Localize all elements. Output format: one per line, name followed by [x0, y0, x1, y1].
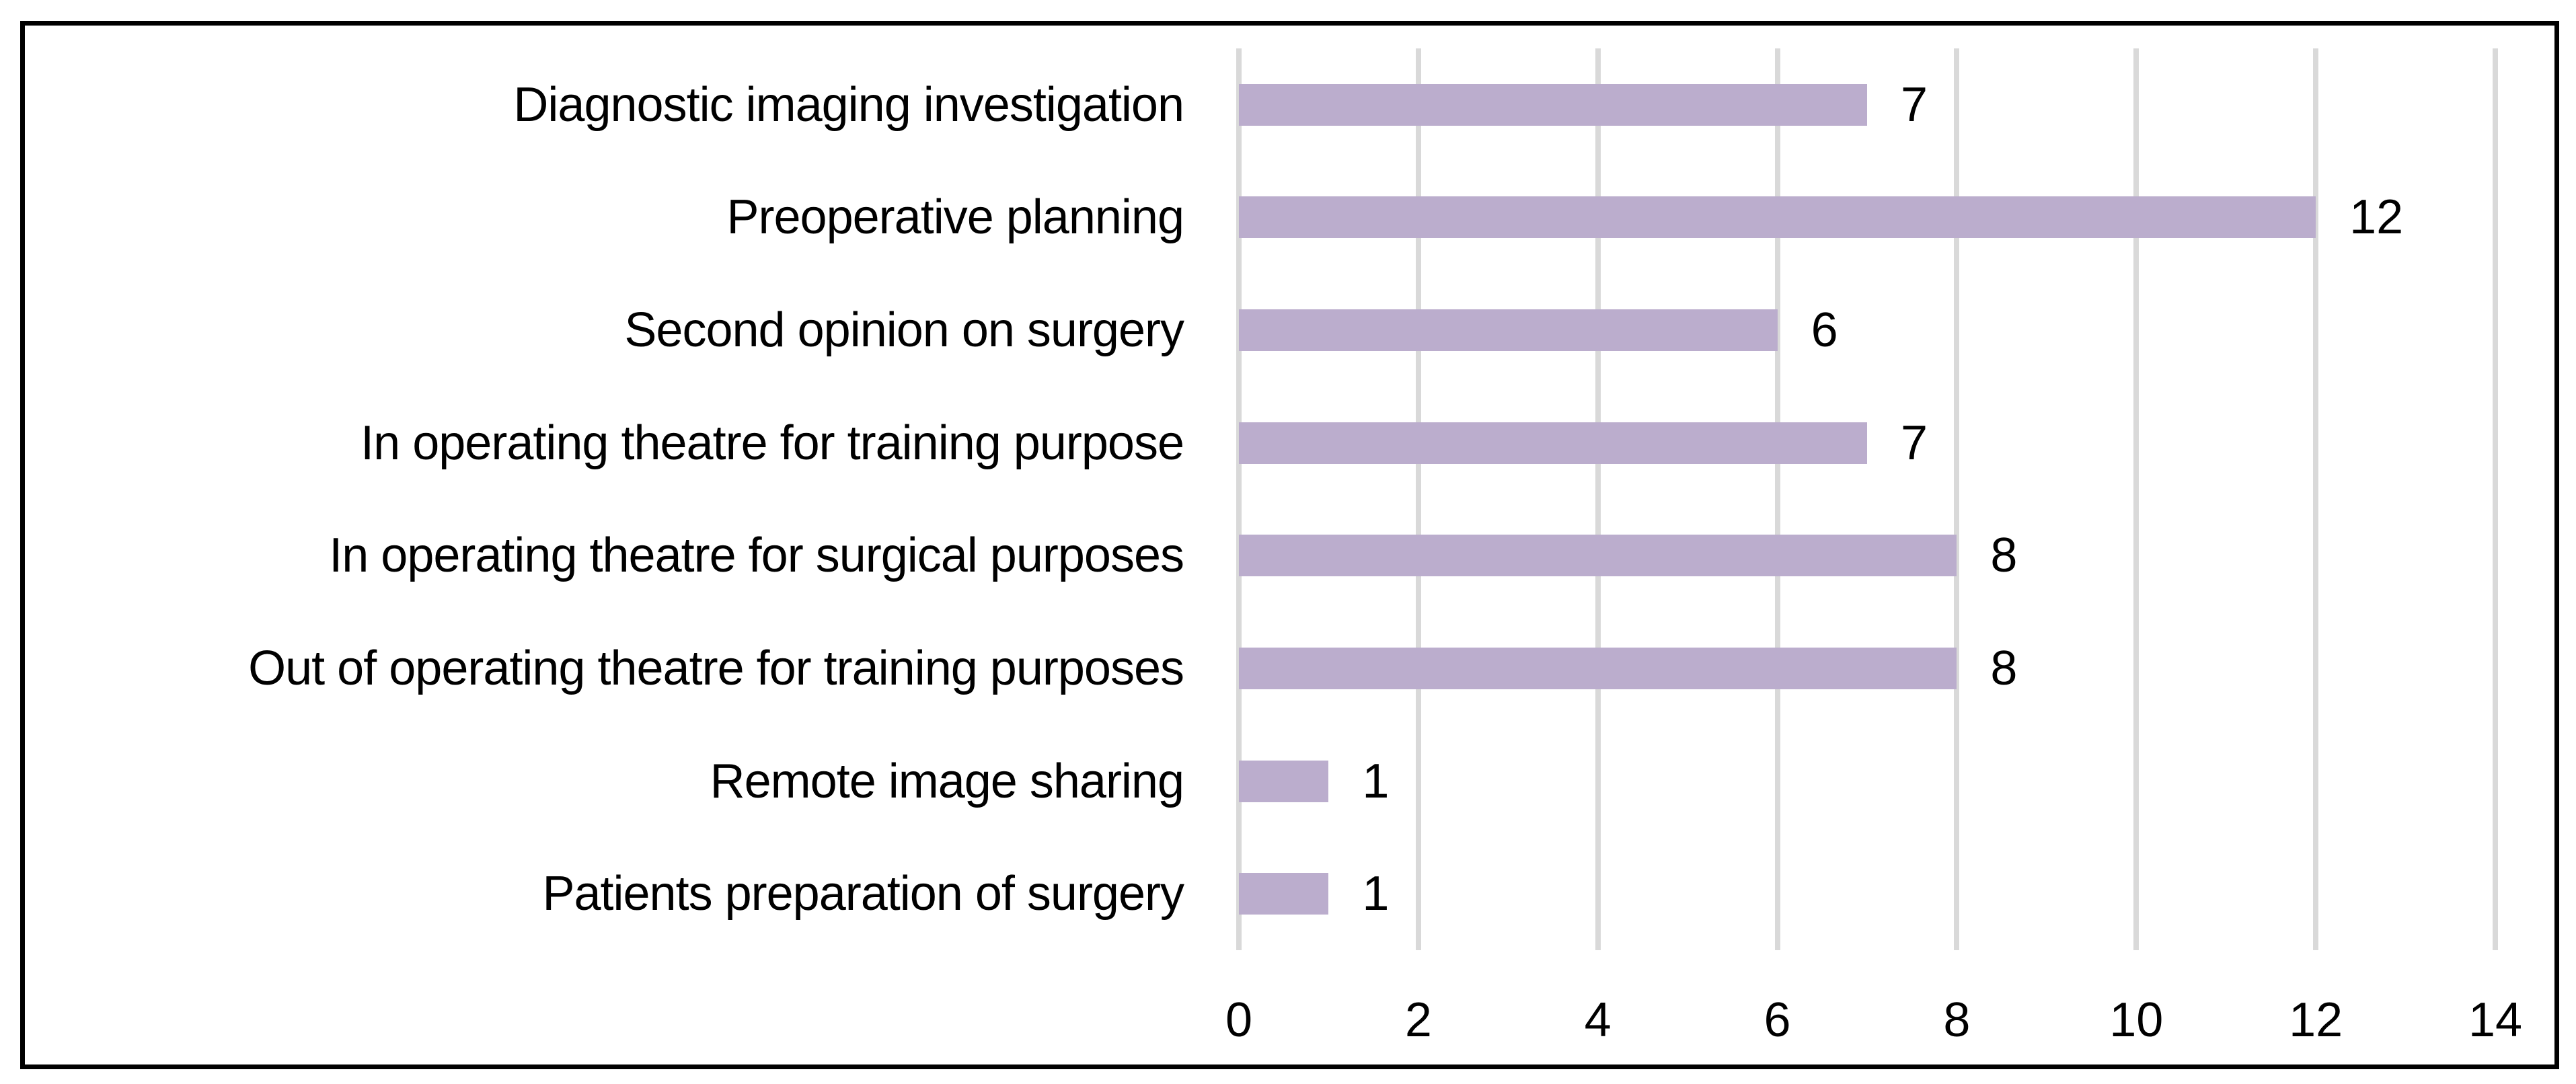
- category-label: In operating theatre for surgical purpos…: [329, 529, 1184, 583]
- value-label: 1: [1362, 867, 1390, 921]
- category-label: Patients preparation of surgery: [542, 867, 1184, 921]
- category-label: Diagnostic imaging investigation: [513, 77, 1184, 132]
- bar-row: 8: [1239, 500, 2495, 613]
- category-label: In operating theatre for training purpos…: [361, 416, 1184, 470]
- x-axis-tick-label: 2: [1404, 993, 1432, 1047]
- x-axis-tick-label: 14: [2468, 993, 2523, 1047]
- bar: [1239, 760, 1329, 802]
- category-axis: Diagnostic imaging investigation Preopera…: [27, 48, 1184, 950]
- bar-row: 8: [1239, 612, 2495, 725]
- value-label: 8: [1990, 529, 2018, 583]
- bar: [1239, 196, 2316, 239]
- bar-row: 6: [1239, 274, 2495, 387]
- gridline: [2493, 48, 2498, 950]
- plot-area: 7 12 6 7 8 8 1 1: [1236, 48, 2498, 950]
- bar: [1239, 873, 1329, 915]
- x-axis-tick-label: 12: [2289, 993, 2343, 1047]
- category-label: Remote image sharing: [710, 754, 1184, 808]
- value-label: 8: [1990, 641, 2018, 695]
- x-axis-tick-label: 4: [1584, 993, 1612, 1047]
- gridline: [2133, 48, 2139, 950]
- x-axis: 0 2 4 6 8 10 12 14: [1225, 983, 2522, 1057]
- gridline: [1236, 48, 1242, 950]
- value-label: 7: [1901, 416, 1928, 470]
- category-label: Second opinion on surgery: [624, 303, 1184, 358]
- bar: [1239, 647, 1957, 689]
- gridline: [1595, 48, 1601, 950]
- value-label: 7: [1901, 77, 1928, 132]
- x-axis-tick-label: 6: [1764, 993, 1791, 1047]
- value-label: 6: [1811, 303, 1838, 358]
- x-axis-tick-label: 0: [1225, 993, 1253, 1047]
- bar: [1239, 422, 1867, 464]
- gridline: [1954, 48, 1960, 950]
- gridline: [1774, 48, 1780, 950]
- bar-row: 12: [1239, 161, 2495, 274]
- bar: [1239, 83, 1867, 126]
- bar: [1239, 309, 1778, 352]
- bar-series: 7 12 6 7 8 8 1 1: [1239, 48, 2495, 950]
- bar-row: 1: [1239, 837, 2495, 950]
- bar-row: 7: [1239, 387, 2495, 500]
- gridline: [1415, 48, 1421, 950]
- bar-row: 1: [1239, 725, 2495, 838]
- value-label: 12: [2349, 190, 2404, 245]
- bar-row: 7: [1239, 48, 2495, 161]
- bar: [1239, 535, 1957, 577]
- gridline: [2313, 48, 2319, 950]
- category-label: Preoperative planning: [726, 190, 1185, 245]
- x-axis-tick-label: 8: [1943, 993, 1971, 1047]
- x-axis-tick-label: 10: [2109, 993, 2164, 1047]
- value-label: 1: [1362, 754, 1390, 808]
- category-label: Out of operating theatre for training pu…: [248, 641, 1184, 695]
